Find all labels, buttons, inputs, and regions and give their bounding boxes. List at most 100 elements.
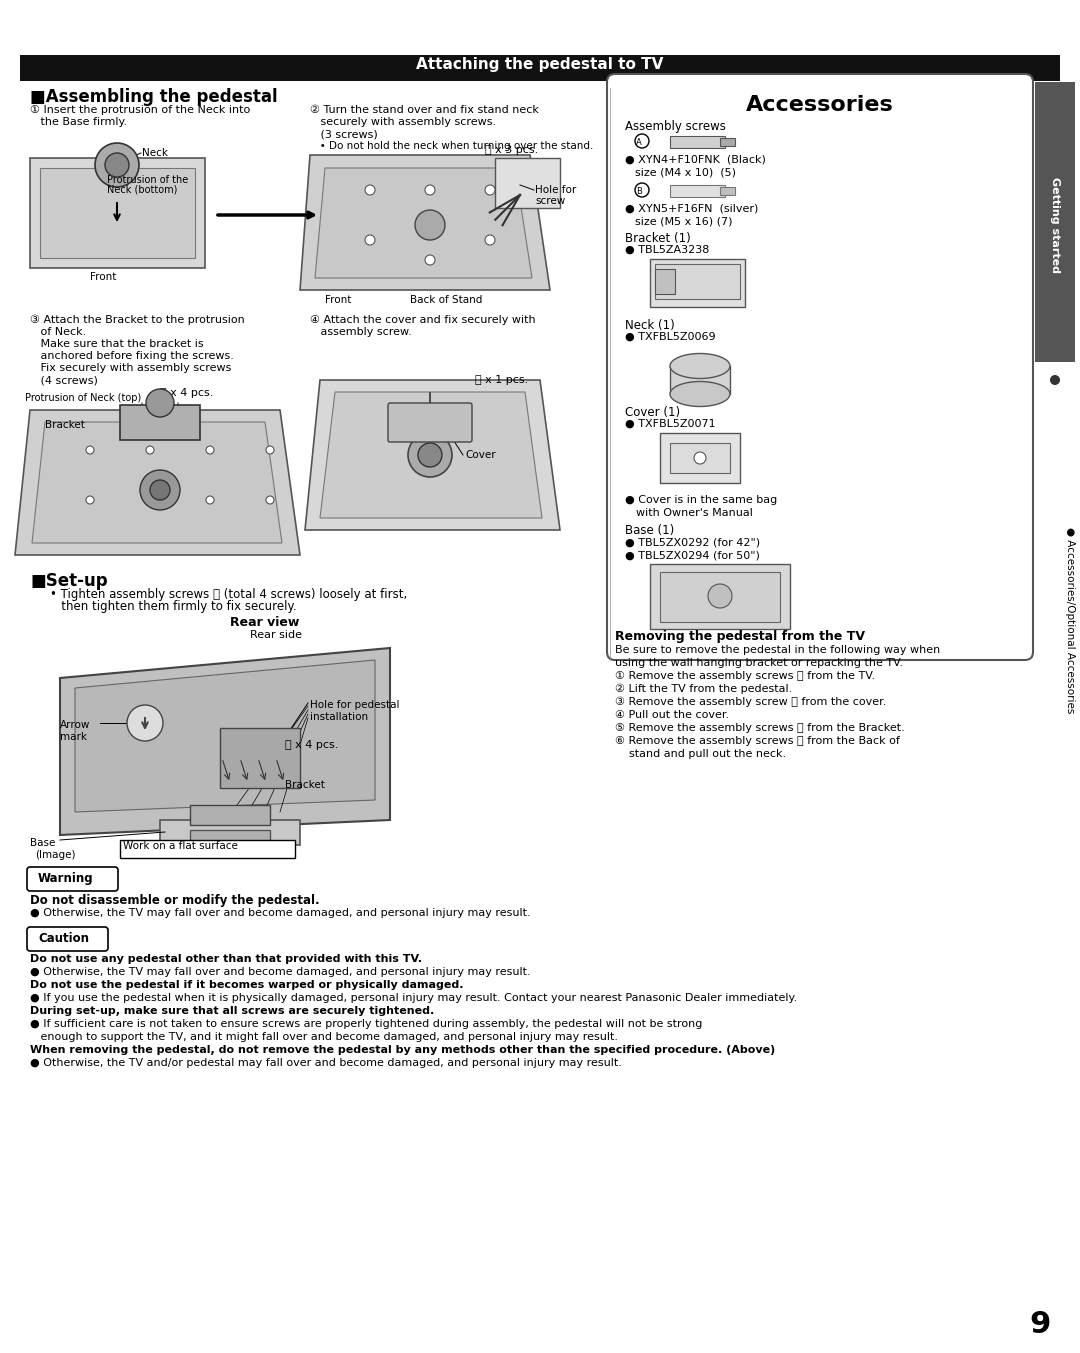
Polygon shape [305,380,561,530]
Text: stand and pull out the neck.: stand and pull out the neck. [615,750,786,759]
Text: A: A [636,138,642,147]
Text: Ⓐ x 4 pcs.: Ⓐ x 4 pcs. [285,740,338,750]
Text: ● XYN5+F16FN  (silver): ● XYN5+F16FN (silver) [625,203,758,212]
Text: assembly screw.: assembly screw. [310,327,411,337]
Circle shape [146,497,154,505]
Text: ■Set-up: ■Set-up [30,572,108,590]
Text: B: B [636,187,642,196]
Circle shape [694,452,706,464]
Text: Protrusion of Neck (top): Protrusion of Neck (top) [25,392,141,403]
Text: Ⓐ x 1 pcs.: Ⓐ x 1 pcs. [475,375,528,386]
Text: Do not use the pedestal if it becomes warped or physically damaged.: Do not use the pedestal if it becomes wa… [30,980,463,990]
Text: with Owner's Manual: with Owner's Manual [636,507,753,518]
Bar [720,187,735,195]
Circle shape [365,185,375,195]
Text: then tighten them firmly to fix securely.: then tighten them firmly to fix securely… [50,599,297,613]
Text: ● TBL5ZX0292 (for 42"): ● TBL5ZX0292 (for 42") [625,537,760,547]
Text: ● Otherwise, the TV may fall over and become damaged, and personal injury may re: ● Otherwise, the TV may fall over and be… [30,967,530,977]
Bar [670,442,730,474]
FancyBboxPatch shape [388,403,472,442]
Text: of Neck.: of Neck. [30,327,86,337]
Circle shape [146,446,154,455]
Text: Neck (1): Neck (1) [625,319,675,331]
Text: ● XYN4+F10FNK  (Black): ● XYN4+F10FNK (Black) [625,154,766,164]
Text: ● TXFBL5Z0069: ● TXFBL5Z0069 [625,331,716,342]
Circle shape [86,446,94,455]
Bar [654,264,740,299]
Text: size (M5 x 16) (7): size (M5 x 16) (7) [635,216,732,226]
Text: Arrow
mark: Arrow mark [60,720,91,741]
Circle shape [266,446,274,455]
Text: Work on a flat surface: Work on a flat surface [123,842,238,851]
Circle shape [426,185,435,195]
Bar [190,805,270,825]
Text: Rear view: Rear view [230,616,299,629]
Text: ③ Remove the assembly screw Ⓐ from the cover.: ③ Remove the assembly screw Ⓐ from the c… [615,697,887,708]
Text: Make sure that the bracket is: Make sure that the bracket is [30,340,204,349]
Text: ● Cover is in the same bag: ● Cover is in the same bag [625,495,778,505]
Circle shape [365,235,375,245]
Bar [720,138,735,146]
Bar [650,258,745,307]
Circle shape [485,235,495,245]
Text: screw: screw [535,196,565,206]
Text: securely with assembly screws.: securely with assembly screws. [310,116,496,127]
Text: Bracket: Bracket [285,779,325,790]
Text: Caution: Caution [38,932,89,944]
Bar [160,820,300,846]
Text: Front: Front [325,295,351,304]
Text: Base: Base [30,838,55,848]
Polygon shape [315,168,532,277]
Text: ⑥ Remove the assembly screws Ⓑ from the Back of: ⑥ Remove the assembly screws Ⓑ from the … [615,736,900,746]
FancyBboxPatch shape [27,927,108,951]
Text: Attaching the pedestal to TV: Attaching the pedestal to TV [416,57,664,72]
Text: ③ Attach the Bracket to the protrusion: ③ Attach the Bracket to the protrusion [30,315,245,325]
Text: ● TBL5ZA3238: ● TBL5ZA3238 [625,245,710,254]
Text: Warning: Warning [38,871,94,885]
Circle shape [485,185,495,195]
Text: Front: Front [90,272,117,281]
Text: ● If you use the pedestal when it is physically damaged, personal injury may res: ● If you use the pedestal when it is phy… [30,993,797,1003]
Ellipse shape [670,353,730,379]
Bar [495,158,561,208]
Text: ① Insert the protrusion of the Neck into: ① Insert the protrusion of the Neck into [30,106,251,115]
Text: using the wall hanging bracket or repacking the TV.: using the wall hanging bracket or repack… [615,658,903,668]
Bar [120,840,295,858]
Text: Do not disassemble or modify the pedestal.: Do not disassemble or modify the pedesta… [30,894,320,907]
Bar [190,829,270,850]
Text: ● TBL5ZX0294 (for 50"): ● TBL5ZX0294 (for 50") [625,551,760,560]
Text: ④ Pull out the cover.: ④ Pull out the cover. [615,710,729,720]
Text: ④ Attach the cover and fix securely with: ④ Attach the cover and fix securely with [310,315,536,325]
Text: ● Accessories/Optional Accessories: ● Accessories/Optional Accessories [1065,526,1075,713]
Text: Bracket: Bracket [45,419,85,430]
Text: Rear side: Rear side [249,630,302,640]
Circle shape [140,469,180,510]
Bar [660,572,780,622]
Text: Fix securely with assembly screws: Fix securely with assembly screws [30,363,231,373]
Circle shape [150,480,170,501]
Polygon shape [320,392,542,518]
Text: ● Otherwise, the TV and/or pedestal may fall over and become damaged, and person: ● Otherwise, the TV and/or pedestal may … [30,1058,622,1068]
Polygon shape [15,410,300,555]
Text: ● If sufficient care is not taken to ensure screws are properly tightened during: ● If sufficient care is not taken to ens… [30,1019,702,1030]
Text: Neck (bottom): Neck (bottom) [107,184,177,193]
Circle shape [418,442,442,467]
Text: Hole for pedestal
installation: Hole for pedestal installation [310,700,400,721]
Text: Ⓑ x 3 pcs.: Ⓑ x 3 pcs. [485,145,538,156]
Bar [21,55,1059,81]
Bar [220,728,300,787]
Text: (4 screws): (4 screws) [30,375,98,386]
Bar [654,269,675,294]
Text: ● Otherwise, the TV may fall over and become damaged, and personal injury may re: ● Otherwise, the TV may fall over and be… [30,908,530,917]
Text: Back of Stand: Back of Stand [410,295,483,304]
Text: the Base firmly.: the Base firmly. [30,116,127,127]
Text: Removing the pedestal from the TV: Removing the pedestal from the TV [615,630,865,643]
Circle shape [426,254,435,265]
Text: size (M4 x 10)  (5): size (M4 x 10) (5) [635,166,735,177]
Bar [670,137,725,147]
Polygon shape [32,422,282,543]
Text: Cover: Cover [465,451,496,460]
Circle shape [105,153,129,177]
Bar [1035,83,1075,363]
Bar [660,433,740,483]
